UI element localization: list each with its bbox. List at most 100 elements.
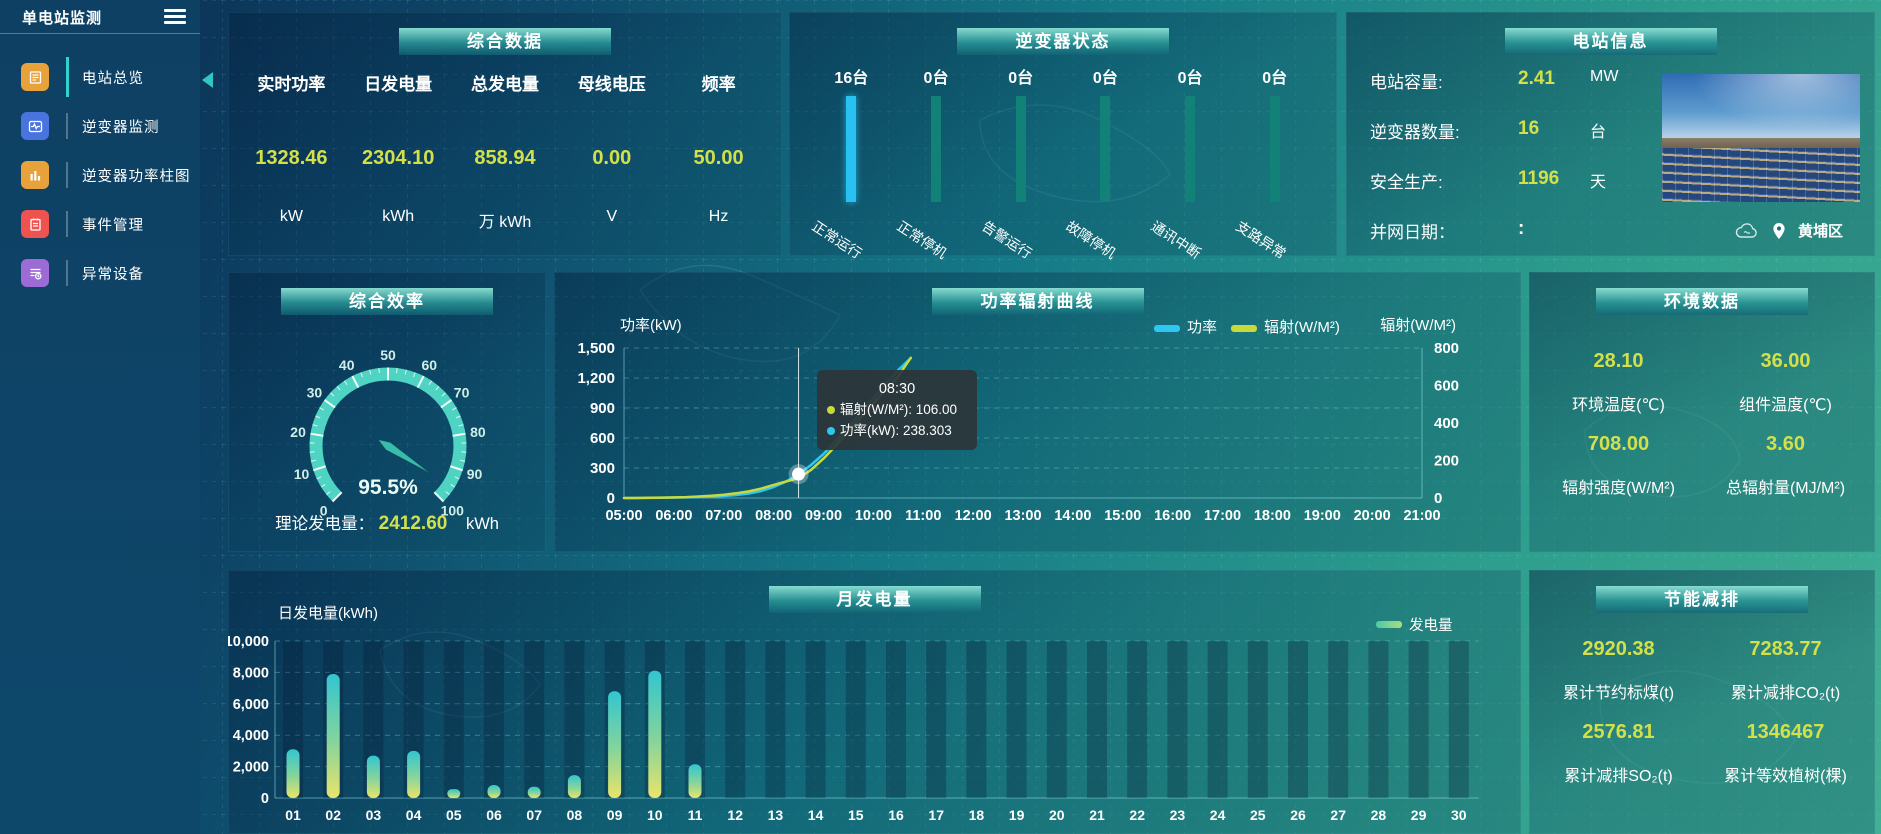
- status-alarm-running[interactable]: 0台 告警运行: [978, 70, 1035, 262]
- svg-text:0: 0: [1434, 490, 1442, 507]
- svg-text:05:00: 05:00: [605, 508, 642, 524]
- status-normal-running[interactable]: 16台 正常运行: [809, 70, 869, 262]
- panel-power-radiation-curve: 功率辐射曲线 0 300 600 900 1,200 1,500 0 200 400 600 800…: [554, 272, 1521, 552]
- legend-radiation[interactable]: 辐射(W/M²): [1231, 316, 1340, 337]
- metric-unit: Hz: [708, 208, 729, 225]
- sidebar-item-inverter-monitor[interactable]: 逆变器监测: [0, 101, 200, 150]
- env-total-radiation: 3.60 总辐射量(MJ/M²): [1725, 433, 1846, 497]
- app-title: 单电站监测: [22, 10, 103, 27]
- panel-title: 电站信息: [1504, 28, 1717, 55]
- panel-title: 功率辐射曲线: [931, 288, 1144, 315]
- status-bar: [931, 96, 941, 202]
- svg-text:23: 23: [1170, 807, 1186, 823]
- sidebar-divider: [0, 33, 200, 34]
- svg-text:08:00: 08:00: [755, 508, 792, 524]
- metric-unit: 万 kWh: [478, 214, 532, 231]
- metric-realtime-power: 实时功率 1328.46 kW: [238, 70, 345, 232]
- chart-tooltip: 08:30 辐射(W/M²): 106.00 功率(kW): 238.303: [817, 370, 977, 451]
- svg-text:26: 26: [1290, 807, 1306, 823]
- panel-station-info: 电站信息 电站容量: 2.41 MW 逆变器数量: 16 台 安全生产: 119…: [1346, 12, 1875, 256]
- svg-text:70: 70: [454, 385, 470, 401]
- svg-text:16:00: 16:00: [1154, 508, 1191, 524]
- panel-efficiency: 综合效率 0 10 20 30 40 50 60 70 80 90 100 95.5% 理论发电量： …: [228, 272, 546, 552]
- svg-text:10: 10: [294, 466, 310, 482]
- panel-overview-data: 综合数据 实时功率 1328.46 kW 日发电量 2304.10 kWh 总发…: [228, 12, 782, 256]
- panel-energy-saving: 节能减排 2920.38 累计节约标煤(t) 7283.77 累计减排CO₂(t…: [1529, 570, 1875, 834]
- device-list-clock-icon: [21, 259, 49, 287]
- svg-text:300: 300: [590, 460, 615, 477]
- svg-text:18:00: 18:00: [1254, 508, 1291, 524]
- status-fault-stopped[interactable]: 0台 故障停机: [1063, 70, 1120, 262]
- station-capacity-row: 电站容量: 2.41 MW: [1370, 68, 1619, 92]
- legend-power[interactable]: 功率: [1154, 316, 1217, 337]
- svg-text:0: 0: [261, 791, 269, 807]
- svg-text:功率(kW): 功率(kW): [620, 317, 682, 334]
- svg-text:900: 900: [590, 400, 615, 417]
- svg-text:29: 29: [1411, 807, 1427, 823]
- panel-title: 节能减排: [1596, 586, 1808, 613]
- svg-text:100: 100: [441, 502, 465, 518]
- svg-text:90: 90: [467, 466, 483, 482]
- svg-text:600: 600: [590, 430, 615, 447]
- svg-text:15: 15: [848, 807, 864, 823]
- sidebar-item-label: 电站总览: [82, 71, 144, 87]
- sidebar-item-label: 逆变器监测: [82, 120, 160, 136]
- metric-value: 858.94: [474, 147, 536, 169]
- efficiency-gauge[interactable]: 0 10 20 30 40 50 60 70 80 90 100 95.5%: [228, 272, 546, 552]
- bar-chart-icon: [21, 161, 49, 189]
- sidebar-item-abnormal-devices[interactable]: 异常设备: [0, 248, 200, 297]
- news-icon: [21, 63, 49, 91]
- collapse-panel-arrow[interactable]: [202, 72, 213, 88]
- svg-text:1,500: 1,500: [577, 340, 615, 357]
- status-normal-stopped[interactable]: 0台 正常停机: [894, 70, 950, 262]
- power-swatch: [1154, 324, 1180, 332]
- svg-text:28: 28: [1371, 807, 1387, 823]
- monthly-bar-chart[interactable]: 0 2,000 4,000 6,000 8,000 10,000 日发电量(kWh) 01 02…: [228, 570, 1521, 834]
- svg-text:20: 20: [1049, 807, 1065, 823]
- panel-title: 环境数据: [1596, 288, 1808, 315]
- svg-text:17:00: 17:00: [1204, 508, 1241, 524]
- sidebar-item-station-overview[interactable]: 电站总览: [0, 52, 200, 101]
- photo-mountains: [1662, 138, 1860, 149]
- svg-text:19: 19: [1009, 807, 1025, 823]
- saving-coal: 2920.38 累计节约标煤(t): [1562, 638, 1675, 702]
- status-branch-abnormal[interactable]: 0台 支路异常: [1232, 70, 1289, 262]
- svg-text:09: 09: [607, 807, 623, 823]
- inverter-status-bars: 16台 正常运行 0台 正常停机 0台 告警运行 0台 故障停机 0台 通讯中断…: [809, 64, 1317, 262]
- sidebar-item-inverter-power-bars[interactable]: 逆变器功率柱图: [0, 150, 200, 199]
- svg-text:20:00: 20:00: [1354, 508, 1391, 524]
- power-radiation-chart[interactable]: 0 300 600 900 1,200 1,500 0 200 400 600 800 功率(kW) 辐…: [554, 272, 1521, 552]
- svg-text:11:00: 11:00: [905, 508, 941, 524]
- svg-text:95.5%: 95.5%: [358, 476, 418, 499]
- station-grid-date-row: 并网日期： :: [1370, 218, 1525, 242]
- svg-text:27: 27: [1330, 807, 1346, 823]
- svg-text:50: 50: [380, 347, 396, 363]
- month-legend[interactable]: 发电量: [1376, 614, 1453, 635]
- station-inverter-count-row: 逆变器数量: 16 台: [1370, 118, 1607, 142]
- notebook-icon: [21, 210, 49, 238]
- svg-text:40: 40: [339, 357, 355, 373]
- saving-so2: 2576.81 累计减排SO₂(t): [1564, 721, 1673, 785]
- theoretical-generation: 理论发电量： 2412.60 kWh: [275, 513, 499, 534]
- weather-cloud-icon[interactable]: [1734, 222, 1760, 240]
- curve-legend: 功率 辐射(W/M²): [1154, 316, 1340, 337]
- hamburger-menu-icon[interactable]: [164, 9, 186, 25]
- radiation-swatch: [1231, 324, 1258, 332]
- svg-text:4,000: 4,000: [233, 728, 269, 744]
- panel-title: 综合数据: [399, 28, 611, 55]
- panel-inverter-status: 逆变器状态 16台 正常运行 0台 正常停机 0台 告警运行 0台 故障停机 0…: [789, 12, 1337, 262]
- svg-text:06: 06: [486, 807, 502, 823]
- metric-unit: kWh: [382, 208, 415, 225]
- svg-text:06:00: 06:00: [655, 508, 692, 524]
- panel-title: 月发电量: [768, 586, 981, 613]
- status-comm-interrupted[interactable]: 0台 通讯中断: [1148, 70, 1204, 262]
- sidebar-item-label: 异常设备: [82, 267, 144, 283]
- sidebar-item-event-management[interactable]: 事件管理: [0, 199, 200, 248]
- svg-text:02: 02: [325, 807, 341, 823]
- svg-text:04: 04: [406, 807, 422, 823]
- radiation-dot: [827, 406, 835, 415]
- saving-co2: 7283.77 累计减排CO₂(t): [1730, 638, 1841, 702]
- station-location: 黄埔区: [1734, 220, 1843, 241]
- location-pin-icon[interactable]: [1772, 222, 1786, 240]
- svg-text:03: 03: [366, 807, 382, 823]
